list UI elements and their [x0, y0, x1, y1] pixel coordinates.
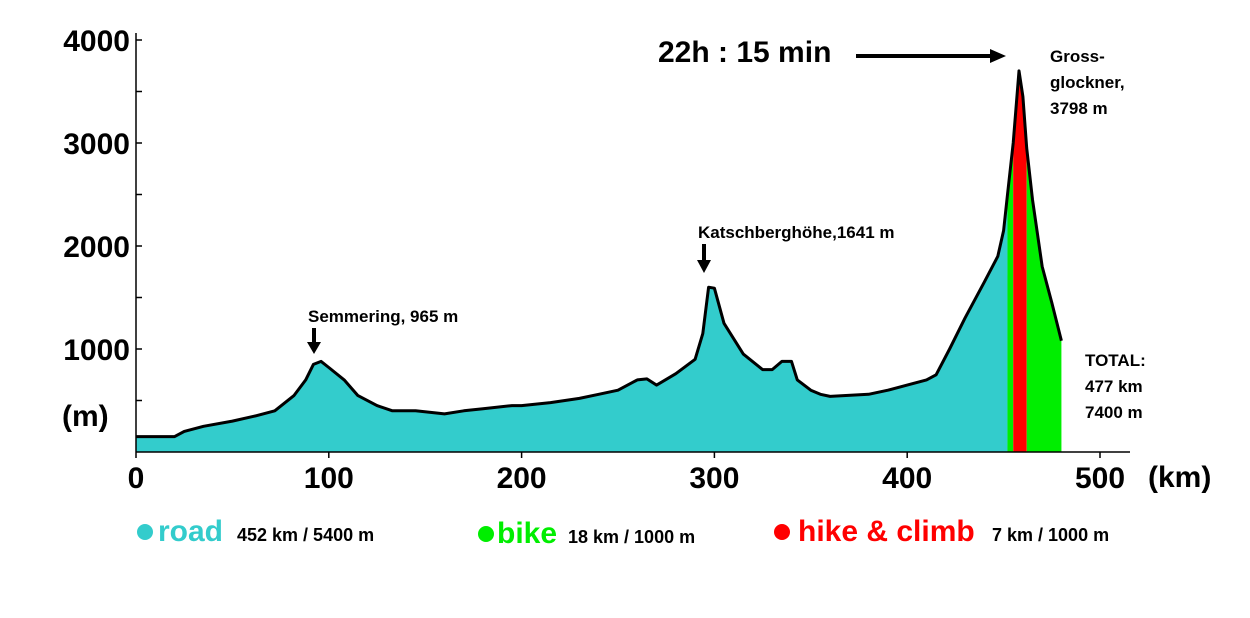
- legend-item-bike: bike 18 km / 1000 m: [478, 517, 695, 550]
- x-tick-label: 100: [304, 462, 354, 495]
- y-tick-label: 1000: [63, 334, 130, 367]
- legend-detail-hike-climb: 7 km / 1000 m: [992, 525, 1109, 545]
- annotation-total-line3: 7400 m: [1085, 403, 1143, 422]
- annotation-total-line1: TOTAL:: [1085, 351, 1146, 370]
- annotation-grossglockner-line2: glockner,: [1050, 73, 1125, 92]
- x-tick-label: 300: [689, 462, 739, 495]
- semmering-arrow: [307, 328, 321, 354]
- legend-detail-road: 452 km / 5400 m: [237, 525, 374, 545]
- annotation-grossglockner-line1: Gross-: [1050, 47, 1105, 66]
- y-tick-label: 4000: [63, 25, 130, 58]
- annotation-grossglockner-line3: 3798 m: [1050, 99, 1108, 118]
- y-tick-label: 3000: [63, 128, 130, 161]
- legend-name-road: road: [158, 515, 223, 548]
- legend: road 452 km / 5400 m bike 18 km / 1000 m…: [137, 515, 1109, 550]
- legend-dot-bike: [478, 526, 494, 542]
- y-axis-ticks: 1000 2000 3000 4000: [63, 25, 142, 402]
- x-tick-label: 500: [1075, 462, 1125, 495]
- legend-name-bike: bike: [497, 517, 557, 550]
- segment-road-0: [136, 194, 1008, 452]
- x-tick-label: 200: [497, 462, 547, 495]
- legend-name-hike-climb: hike & climb: [798, 515, 975, 548]
- legend-dot-hike-climb: [774, 524, 790, 540]
- time-arrow: [856, 49, 1006, 63]
- legend-item-road: road 452 km / 5400 m: [137, 515, 374, 548]
- x-tick-label: 0: [128, 462, 145, 495]
- annotation-katschberg: Katschberghöhe,1641 m: [698, 223, 895, 242]
- y-axis-label: (m): [62, 400, 109, 433]
- annotation-total-line2: 477 km: [1085, 377, 1143, 396]
- segment-bike-1: [1007, 143, 1014, 452]
- legend-detail-bike: 18 km / 1000 m: [568, 527, 695, 547]
- annotation-semmering: Semmering, 965 m: [308, 307, 458, 326]
- profile-outline: [136, 69, 1063, 439]
- annotation-time: 22h : 15 min: [658, 36, 831, 69]
- y-tick-label: 2000: [63, 231, 130, 264]
- x-axis-ticks: 0 100 200 300 400 500: [128, 452, 1125, 495]
- legend-item-hike-climb: hike & climb 7 km / 1000 m: [774, 515, 1109, 548]
- x-tick-label: 400: [882, 462, 932, 495]
- legend-dot-road: [137, 524, 153, 540]
- katschberg-arrow: [697, 244, 711, 273]
- x-axis-label: (km): [1148, 461, 1211, 494]
- segment-hike-climb-2: [1013, 70, 1027, 453]
